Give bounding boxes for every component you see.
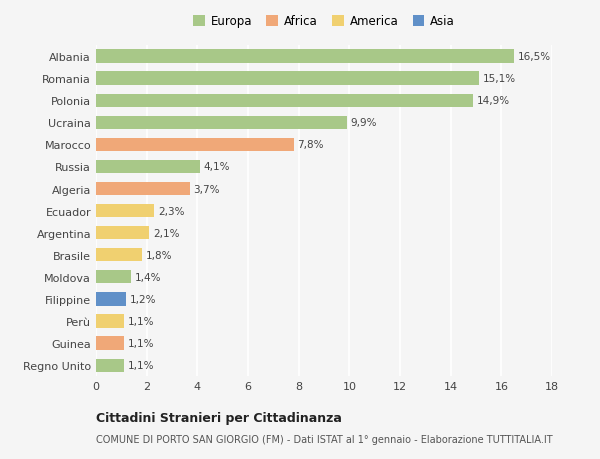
Text: 14,9%: 14,9% [477, 96, 511, 106]
Text: 3,7%: 3,7% [194, 184, 220, 194]
Bar [96, 359, 124, 372]
Bar [96, 73, 479, 85]
Bar [96, 249, 142, 262]
Bar [96, 227, 149, 240]
Text: 15,1%: 15,1% [482, 74, 515, 84]
Bar [96, 205, 154, 218]
Bar [96, 315, 124, 328]
Bar [96, 95, 473, 107]
Text: 9,9%: 9,9% [350, 118, 377, 128]
Text: 1,8%: 1,8% [145, 250, 172, 260]
Bar [96, 161, 200, 174]
Text: 1,1%: 1,1% [128, 360, 154, 370]
Bar [96, 50, 514, 63]
Text: 1,1%: 1,1% [128, 316, 154, 326]
Text: 4,1%: 4,1% [203, 162, 230, 172]
Bar [96, 293, 127, 306]
Text: 16,5%: 16,5% [518, 52, 551, 62]
Bar [96, 271, 131, 284]
Text: 1,4%: 1,4% [135, 272, 162, 282]
Text: 2,3%: 2,3% [158, 206, 185, 216]
Bar [96, 183, 190, 196]
Text: 1,1%: 1,1% [128, 338, 154, 348]
Text: COMUNE DI PORTO SAN GIORGIO (FM) - Dati ISTAT al 1° gennaio - Elaborazione TUTTI: COMUNE DI PORTO SAN GIORGIO (FM) - Dati … [96, 434, 553, 444]
Bar [96, 337, 124, 350]
Text: Cittadini Stranieri per Cittadinanza: Cittadini Stranieri per Cittadinanza [96, 411, 342, 424]
Text: 2,1%: 2,1% [153, 228, 179, 238]
Legend: Europa, Africa, America, Asia: Europa, Africa, America, Asia [193, 16, 455, 28]
Text: 1,2%: 1,2% [130, 294, 157, 304]
Bar [96, 139, 293, 151]
Text: 7,8%: 7,8% [298, 140, 324, 150]
Bar [96, 117, 347, 129]
